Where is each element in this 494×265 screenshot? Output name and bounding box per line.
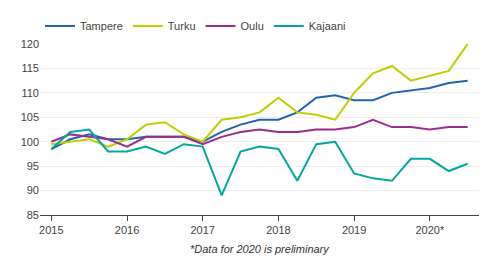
svg-text:100: 100 <box>21 136 39 148</box>
svg-text:120: 120 <box>21 38 39 50</box>
svg-text:85: 85 <box>27 209 39 221</box>
svg-text:115: 115 <box>21 62 39 74</box>
svg-text:2015: 2015 <box>39 224 63 236</box>
svg-text:*Data for 2020 is preliminary: *Data for 2020 is preliminary <box>190 243 330 255</box>
svg-text:Oulu: Oulu <box>241 20 264 32</box>
svg-text:2019: 2019 <box>342 224 366 236</box>
svg-text:105: 105 <box>21 111 39 123</box>
svg-text:Tampere: Tampere <box>80 20 123 32</box>
svg-text:2020*: 2020* <box>415 224 444 236</box>
svg-text:2016: 2016 <box>115 224 139 236</box>
svg-text:95: 95 <box>27 160 39 172</box>
svg-text:Turku: Turku <box>168 20 196 32</box>
svg-text:90: 90 <box>27 184 39 196</box>
svg-text:Kajaani: Kajaani <box>309 20 346 32</box>
svg-text:110: 110 <box>21 87 39 99</box>
svg-text:2017: 2017 <box>190 224 214 236</box>
svg-text:2018: 2018 <box>266 224 290 236</box>
